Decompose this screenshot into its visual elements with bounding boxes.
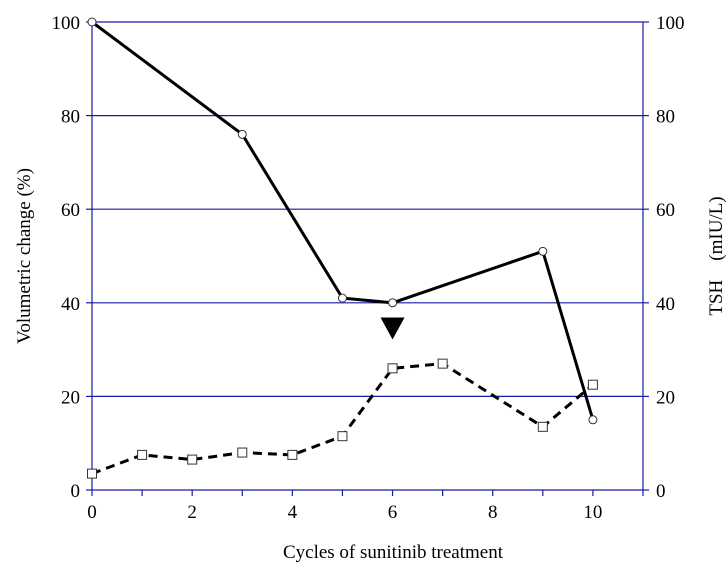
x-tick-label: 6	[388, 502, 398, 523]
left-tick-label: 60	[61, 200, 80, 221]
series-2-point	[437, 358, 448, 369]
right-tick-label: 20	[656, 387, 675, 408]
series-1-point	[237, 129, 247, 139]
right-tick-label: 80	[656, 107, 675, 128]
x-axis-title: Cycles of sunitinib treatment	[283, 542, 504, 562]
left-tick-label: 100	[52, 13, 81, 34]
left-tick-label: 40	[61, 294, 80, 315]
series-2-point	[87, 468, 97, 479]
series-2-point	[137, 449, 148, 460]
x-tick-label: 8	[488, 502, 498, 523]
x-tick-label: 2	[187, 502, 197, 523]
series-2-point	[287, 449, 298, 460]
series-1-point	[388, 298, 398, 308]
series-1-line	[91, 20, 595, 421]
series-2-point	[587, 379, 598, 390]
left-tick-label: 20	[61, 387, 80, 408]
right-tick-label: 60	[656, 200, 675, 221]
axes	[86, 21, 649, 496]
series-2-point	[387, 363, 398, 374]
series-2-point	[237, 447, 248, 458]
series-1-point	[337, 293, 347, 303]
right-axis-title: TSH (mIU/L)	[706, 196, 727, 315]
series-2-point	[537, 421, 548, 432]
x-tick-label: 4	[288, 502, 298, 523]
down-triangle-marker	[380, 317, 405, 340]
x-tick-label: 10	[583, 502, 602, 523]
right-tick-label: 100	[656, 13, 685, 34]
left-axis-title: Volumetric change (%)	[14, 168, 35, 344]
left-tick-label: 80	[61, 107, 80, 128]
series-2-point	[337, 431, 348, 442]
left-tick-label: 0	[71, 481, 81, 502]
grid-lines	[92, 21, 643, 397]
series	[87, 17, 598, 479]
annotations	[380, 317, 405, 340]
series-2-line	[91, 362, 594, 476]
series-1-point	[87, 17, 97, 27]
series-1-point	[538, 246, 548, 256]
series-2-point	[187, 454, 198, 465]
right-tick-label: 0	[656, 481, 666, 502]
x-tick-label: 0	[87, 502, 97, 523]
series-1-point	[588, 415, 598, 425]
right-tick-label: 40	[656, 294, 675, 315]
